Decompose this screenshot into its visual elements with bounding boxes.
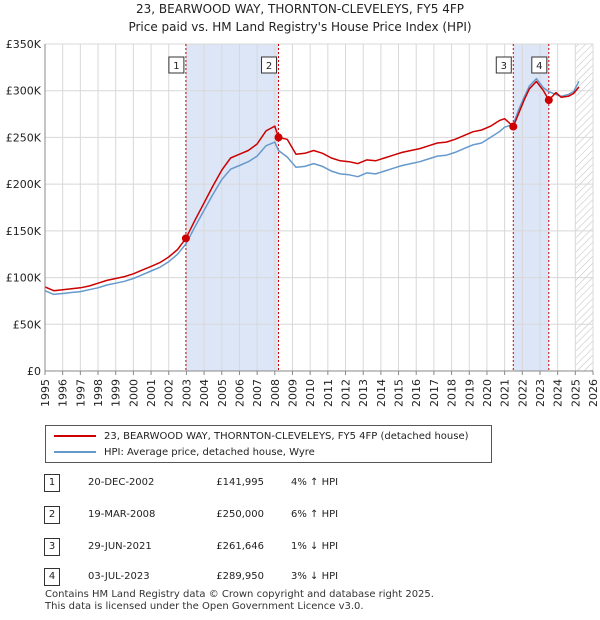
sale-price: £289,950 xyxy=(216,571,264,582)
x-tick-label: 2023 xyxy=(534,379,547,407)
x-tick-label: 2022 xyxy=(516,379,529,407)
x-tick-label: 2020 xyxy=(481,379,494,407)
x-tick-label: 2021 xyxy=(499,379,512,407)
footer-licence: This data is licensed under the Open Gov… xyxy=(45,601,364,612)
x-tick-label: 1999 xyxy=(110,379,123,407)
y-tick-label: £50K xyxy=(13,318,42,331)
x-tick-label: 2002 xyxy=(163,379,176,407)
sale-point xyxy=(274,133,283,142)
x-tick-label: 2000 xyxy=(127,379,140,407)
plot-background xyxy=(45,44,593,371)
shaded-period xyxy=(513,44,549,371)
legend-property-label: 23, BEARWOOD WAY, THORNTON-CLEVELEYS, FY… xyxy=(104,430,469,442)
x-tick-label: 2011 xyxy=(322,379,335,407)
x-tick-label: 2016 xyxy=(410,379,423,407)
sale-label-box xyxy=(261,56,278,74)
sale-label-box xyxy=(531,56,548,74)
sale-number-badge: 4 xyxy=(44,568,60,586)
sale-label-box xyxy=(495,56,512,74)
sale-hpi-change: 3% ↓ HPI xyxy=(291,571,339,582)
x-tick-label: 2010 xyxy=(304,379,317,407)
sale-label: 3 xyxy=(501,61,507,72)
chart-subtitle: Price paid vs. HM Land Registry's House … xyxy=(128,20,472,34)
x-tick-label: 2017 xyxy=(428,379,441,407)
y-tick-label: £150K xyxy=(6,225,42,238)
sale-price: £261,646 xyxy=(216,541,264,552)
y-tick-label: £200K xyxy=(6,178,42,191)
chart-legend: 23, BEARWOOD WAY, THORNTON-CLEVELEYS, FY… xyxy=(45,425,492,463)
y-tick-label: £100K xyxy=(6,272,42,285)
x-tick-label: 1997 xyxy=(74,379,87,407)
x-tick-label: 2018 xyxy=(446,379,459,407)
chart-title: 23, BEARWOOD WAY, THORNTON-CLEVELEYS, FY… xyxy=(136,2,464,16)
y-tick-label: £350K xyxy=(6,38,42,51)
sale-row: 3 29-JUN-2021 £261,646 1% ↓ HPI xyxy=(0,538,600,558)
y-tick-label: £0 xyxy=(27,365,41,378)
sale-row: 4 03-JUL-2023 £289,950 3% ↓ HPI xyxy=(0,568,600,588)
x-tick-label: 2003 xyxy=(180,379,193,407)
sale-point xyxy=(544,96,553,105)
x-tick-label: 1998 xyxy=(92,379,105,407)
x-tick-label: 2009 xyxy=(286,379,299,407)
x-tick-label: 2007 xyxy=(251,379,264,407)
sale-number-badge: 2 xyxy=(44,506,60,524)
sale-label: 1 xyxy=(173,61,179,72)
price-chart: 1 2 3 4 £0 £50K £100K £150K £200K £250K £300K £350… xyxy=(6,38,600,407)
legend-property-swatch xyxy=(54,435,96,437)
x-tick-label: 2025 xyxy=(569,379,582,407)
sale-point xyxy=(181,234,190,243)
future-hatch-region xyxy=(575,44,593,371)
x-tick-label: 1996 xyxy=(57,379,70,407)
sale-date: 29-JUN-2021 xyxy=(88,541,152,552)
x-tick-label: 2024 xyxy=(552,379,565,407)
shaded-period xyxy=(185,44,279,371)
hpi-line xyxy=(44,77,580,296)
x-tick-label: 2026 xyxy=(587,379,600,407)
sale-price: £141,995 xyxy=(216,477,264,488)
legend-hpi-label: HPI: Average price, detached house, Wyre xyxy=(104,446,315,458)
sale-hpi-change: 1% ↓ HPI xyxy=(291,541,339,552)
sale-label-box xyxy=(168,56,185,74)
sale-hpi-change: 4% ↑ HPI xyxy=(291,477,339,488)
sale-label: 4 xyxy=(536,61,542,72)
sale-row: 1 20-DEC-2002 £141,995 4% ↑ HPI xyxy=(0,474,600,494)
x-tick-label: 2004 xyxy=(198,379,211,407)
footer-copyright: Contains HM Land Registry data © Crown c… xyxy=(45,589,434,600)
x-tick-label: 2013 xyxy=(357,379,370,407)
x-tick-label: 2019 xyxy=(463,379,476,407)
x-tick-label: 2015 xyxy=(393,379,406,407)
legend-item-hpi: HPI: Average price, detached house, Wyre xyxy=(54,445,315,459)
sale-hpi-change: 6% ↑ HPI xyxy=(291,509,339,520)
sale-point xyxy=(509,122,518,131)
x-tick-label: 2006 xyxy=(233,379,246,407)
x-tick-label: 2012 xyxy=(340,379,353,407)
legend-hpi-swatch xyxy=(54,451,96,453)
sale-label: 2 xyxy=(266,61,272,72)
x-tick-label: 1995 xyxy=(39,379,52,407)
y-tick-label: £250K xyxy=(6,131,42,144)
legend-item-property: 23, BEARWOOD WAY, THORNTON-CLEVELEYS, FY… xyxy=(54,429,469,443)
y-tick-label: £300K xyxy=(6,85,42,98)
sale-number-badge: 1 xyxy=(44,474,60,492)
sale-date: 20-DEC-2002 xyxy=(88,477,155,488)
x-tick-label: 2005 xyxy=(216,379,229,407)
x-tick-label: 2008 xyxy=(269,379,282,407)
sale-row: 2 19-MAR-2008 £250,000 6% ↑ HPI xyxy=(0,506,600,526)
sale-price: £250,000 xyxy=(216,509,264,520)
sale-date: 19-MAR-2008 xyxy=(88,509,156,520)
sale-date: 03-JUL-2023 xyxy=(88,571,150,582)
x-tick-label: 2001 xyxy=(145,379,158,407)
sale-number-badge: 3 xyxy=(44,538,60,556)
x-tick-label: 2014 xyxy=(375,379,388,407)
